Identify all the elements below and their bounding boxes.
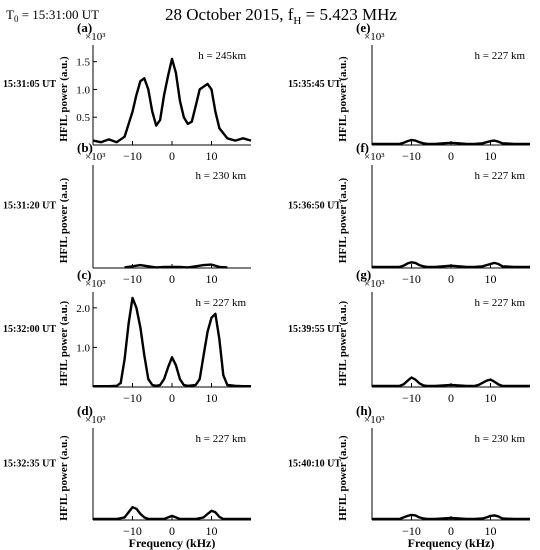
t0-label: T0 = 15:31:00 UT: [6, 7, 99, 24]
time-label: 15:32:35 UT: [3, 459, 56, 470]
height-label: h = 230 km: [474, 433, 525, 445]
panel-d: −10 0 10 ×10³(d) h = 227 km 15:32:35 UT HFIL p…: [3, 403, 251, 550]
time-label: 15:36:50 UT: [288, 200, 341, 211]
x-tick-label: −10: [123, 149, 142, 163]
multiplier-label: ×10³: [364, 31, 385, 43]
series-line: [372, 513, 530, 521]
x-tick-label: 10: [206, 149, 218, 163]
multiplier-label: ×10³: [85, 151, 106, 163]
time-label: 15:32:00 UT: [3, 324, 56, 335]
multiplier-label: ×10³: [364, 151, 385, 163]
y-axis-label: HFIL power (a.u.): [58, 56, 70, 142]
y-tick-label: 0.5: [76, 112, 90, 124]
series-line: [92, 57, 252, 144]
x-axis-label: Frequency (kHz): [129, 536, 216, 550]
x-tick-label: −10: [123, 272, 142, 286]
panel-letter: (a): [77, 20, 92, 35]
y-axis-label: HFIL power (a.u.): [337, 435, 349, 521]
panel-b: −10 0 10 ×10³(b) h = 230 km 15:31:20 UT HFIL p…: [3, 140, 251, 286]
x-tick-label: 10: [206, 272, 218, 286]
x-tick-label: 0: [169, 272, 175, 286]
x-tick-label: 0: [169, 524, 175, 538]
time-label: 15:39:55 UT: [288, 324, 341, 335]
height-label: h = 227 km: [195, 433, 246, 445]
y-axis-label: HFIL power (a.u.): [58, 435, 70, 521]
series-line: [93, 296, 251, 388]
x-tick-label: 0: [448, 149, 454, 163]
series-line: [372, 261, 530, 269]
series-line: [93, 506, 251, 521]
y-axis-label: HFIL power (a.u.): [58, 300, 70, 386]
x-tick-label: 10: [485, 524, 497, 538]
x-tick-label: 0: [448, 391, 454, 405]
multiplier-label: ×10³: [85, 31, 106, 43]
panel-letter: (b): [77, 140, 93, 155]
multiplier-label: ×10³: [364, 414, 385, 426]
time-label: 15:35:45 UT: [288, 79, 341, 90]
series-line: [372, 376, 530, 388]
panel-letter: (g): [356, 267, 371, 282]
multiplier-label: ×10³: [85, 414, 106, 426]
y-axis-label: HFIL power (a.u.): [58, 177, 70, 263]
time-label: 15:40:10 UT: [288, 459, 341, 470]
panel-letter: (d): [77, 403, 93, 418]
x-tick-label: −10: [402, 391, 421, 405]
y-axis-label: HFIL power (a.u.): [337, 177, 349, 263]
series-line: [124, 263, 228, 269]
x-tick-label: 10: [485, 149, 497, 163]
x-tick-label: −10: [402, 272, 421, 286]
y-tick-label: 2.0: [76, 303, 90, 315]
height-label: h = 230 km: [195, 170, 246, 182]
x-tick-label: −10: [123, 391, 142, 405]
x-tick-label: 0: [169, 149, 175, 163]
x-axis-label: Frequency (kHz): [408, 536, 495, 550]
x-tick-label: 0: [448, 524, 454, 538]
time-label: 15:31:20 UT: [3, 200, 56, 211]
multiplier-label: ×10³: [364, 278, 385, 290]
x-tick-label: 10: [485, 391, 497, 405]
panel-c: −10 0 10 1.0 2.0 ×10³(c) h = 227 km 15:32:00 UT…: [3, 267, 251, 405]
panel-letter: (h): [356, 403, 372, 418]
height-label: h = 227 km: [474, 170, 525, 182]
panels: −10 0 100.51.01.5×10³(a)h = 245km15:31:05 …: [3, 20, 530, 550]
x-tick-label: 10: [206, 524, 218, 538]
x-tick-label: 10: [206, 391, 218, 405]
figure-title: 28 October 2015, fH = 5.423 MHz: [165, 5, 397, 27]
panel-letter: (c): [77, 267, 91, 282]
y-tick-label: 1.0: [76, 342, 90, 354]
x-tick-label: −10: [123, 524, 142, 538]
height-label: h = 227 km: [474, 50, 525, 62]
panel-letter: (f): [356, 140, 369, 155]
height-label: h = 245km: [198, 50, 246, 62]
x-tick-label: 0: [448, 272, 454, 286]
x-tick-label: −10: [402, 524, 421, 538]
y-axis-label: HFIL power (a.u.): [337, 56, 349, 142]
panel-a: −10 0 100.51.01.5×10³(a)h = 245km15:31:05 …: [3, 20, 252, 163]
x-tick-label: −10: [402, 149, 421, 163]
y-axis-label: HFIL power (a.u.): [337, 300, 349, 386]
height-label: h = 227 km: [474, 297, 525, 309]
multiplier-label: ×10³: [85, 278, 106, 290]
panel-letter: (e): [356, 20, 370, 35]
time-label: 15:31:05 UT: [3, 79, 56, 90]
x-tick-label: 10: [485, 272, 497, 286]
y-tick-label: 1.5: [76, 57, 90, 69]
height-label: h = 227 km: [195, 297, 246, 309]
y-tick-label: 1.0: [76, 84, 90, 96]
series-line: [372, 138, 530, 146]
x-tick-label: 0: [169, 391, 175, 405]
